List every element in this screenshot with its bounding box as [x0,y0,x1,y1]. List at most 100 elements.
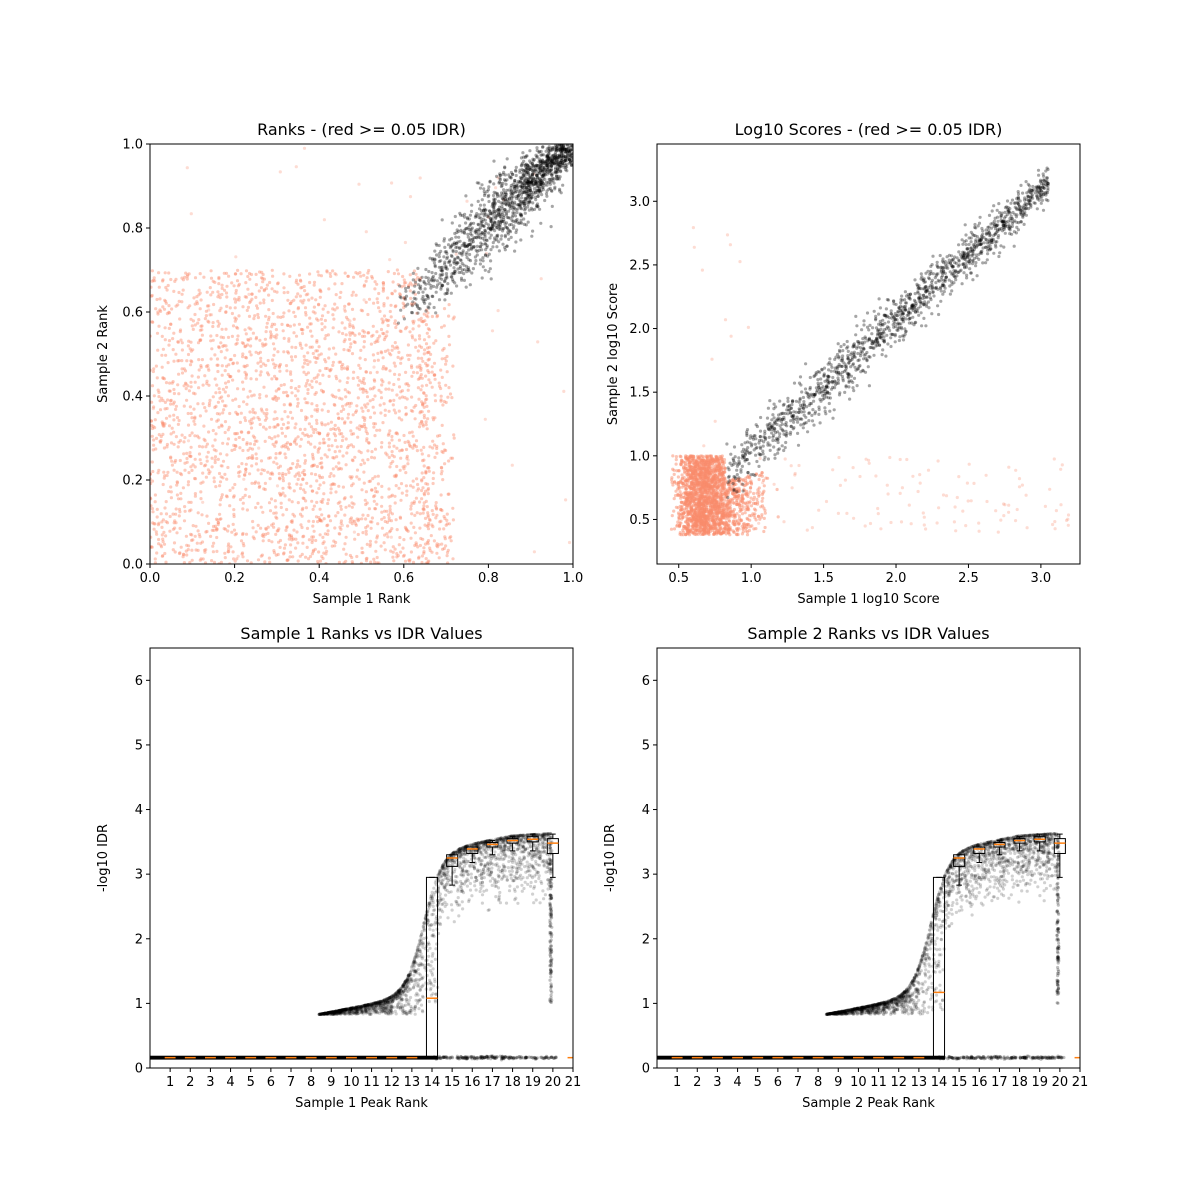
scatter-point [340,523,344,528]
scatter-point [508,204,512,208]
scatter-point [445,550,450,555]
scatter-point [427,357,431,361]
scatter-point [309,442,313,446]
scatter-point [479,241,483,245]
scatter-point [557,147,561,151]
scatter-point [324,334,328,338]
scatter-point [562,389,566,393]
scatter-point [225,453,229,457]
scatter-point [221,411,225,415]
scatter-point [284,456,288,460]
scatter-point [350,555,354,560]
scatter-point [296,435,300,439]
scatter-point [523,211,527,215]
scatter-point [169,455,173,459]
scatter-point [247,430,251,434]
scatter-point [216,295,220,299]
scatter-point [333,427,338,432]
scatter-point [569,163,573,167]
scatter-point [532,171,536,175]
scatter-point [369,526,373,530]
scatter-point [268,425,272,429]
scatter-point [378,403,382,407]
scatter-point [310,540,314,545]
scatter-point [421,402,425,407]
scatter-point [185,274,189,279]
scatter-point [444,250,448,254]
scatter-point [244,376,248,380]
scatter-point [321,535,325,540]
scatter-point [523,207,528,211]
scatter-point [190,538,194,543]
scatter-point [201,471,205,475]
scatter-point [524,181,528,185]
scatter-point [492,182,496,186]
scatter-point [569,152,573,156]
scatter-point [426,487,431,491]
scatter-point [422,413,426,417]
scatter-point [419,388,423,392]
scatter-point [549,167,554,171]
scatter-point [190,558,194,562]
scatter-point [181,278,185,282]
scatter-point [465,199,469,203]
scatter-point [187,471,191,475]
scatter-point [161,421,165,426]
scatter-point [547,149,551,153]
scatter-point [165,406,169,411]
scatter-point [520,191,525,195]
scatter-point [273,410,277,414]
scatter-point [428,518,432,522]
scatter-point [754,508,758,512]
scatter-point [523,201,527,206]
scatter-point [318,382,322,386]
scatter-point [424,309,428,313]
scatter-point [424,394,428,398]
scatter-point [429,286,433,290]
scatter-point [274,532,278,537]
scatter-point [262,487,266,491]
scatter-point [233,353,237,358]
scatter-point [246,448,250,452]
scatter-point [410,512,414,516]
scatter-point [539,221,543,225]
scatter-point [171,337,175,341]
scatter-point [193,416,197,420]
scatter-point [537,189,542,193]
scatter-point [409,521,413,525]
scatter-point [205,529,209,534]
scatter-point [350,501,354,505]
scatter-point [311,519,315,524]
scatter-point [305,545,309,550]
scatter-point [231,324,236,328]
scatter-point [509,189,513,193]
scatter-point [414,496,418,500]
scatter-point [332,539,336,543]
scatter-point [344,559,348,563]
scatter-point [266,525,270,529]
scatter-point [409,504,413,508]
scatter-point [276,315,280,319]
scatter-point [561,163,565,167]
scatter-point [426,523,430,528]
scatter-point [559,169,563,173]
scatter-point [439,265,443,270]
scatter-point [481,209,485,213]
scatter-point [276,282,280,286]
scatter-point [152,443,156,447]
scatter-point [374,549,378,553]
scatter-point [235,279,240,283]
scatter-point [495,174,499,178]
scatter-point [430,314,434,319]
scatter-point [441,450,445,455]
scatter-point [534,168,538,172]
scatter-point [237,474,241,478]
scatter-point [360,334,364,338]
scatter-point [180,433,184,437]
scatter-point [171,527,175,531]
scatter-point [329,483,333,487]
scatter-point [270,523,274,527]
scatter-point [508,230,513,234]
scatter-point [193,494,197,498]
scatter-point [395,268,399,272]
